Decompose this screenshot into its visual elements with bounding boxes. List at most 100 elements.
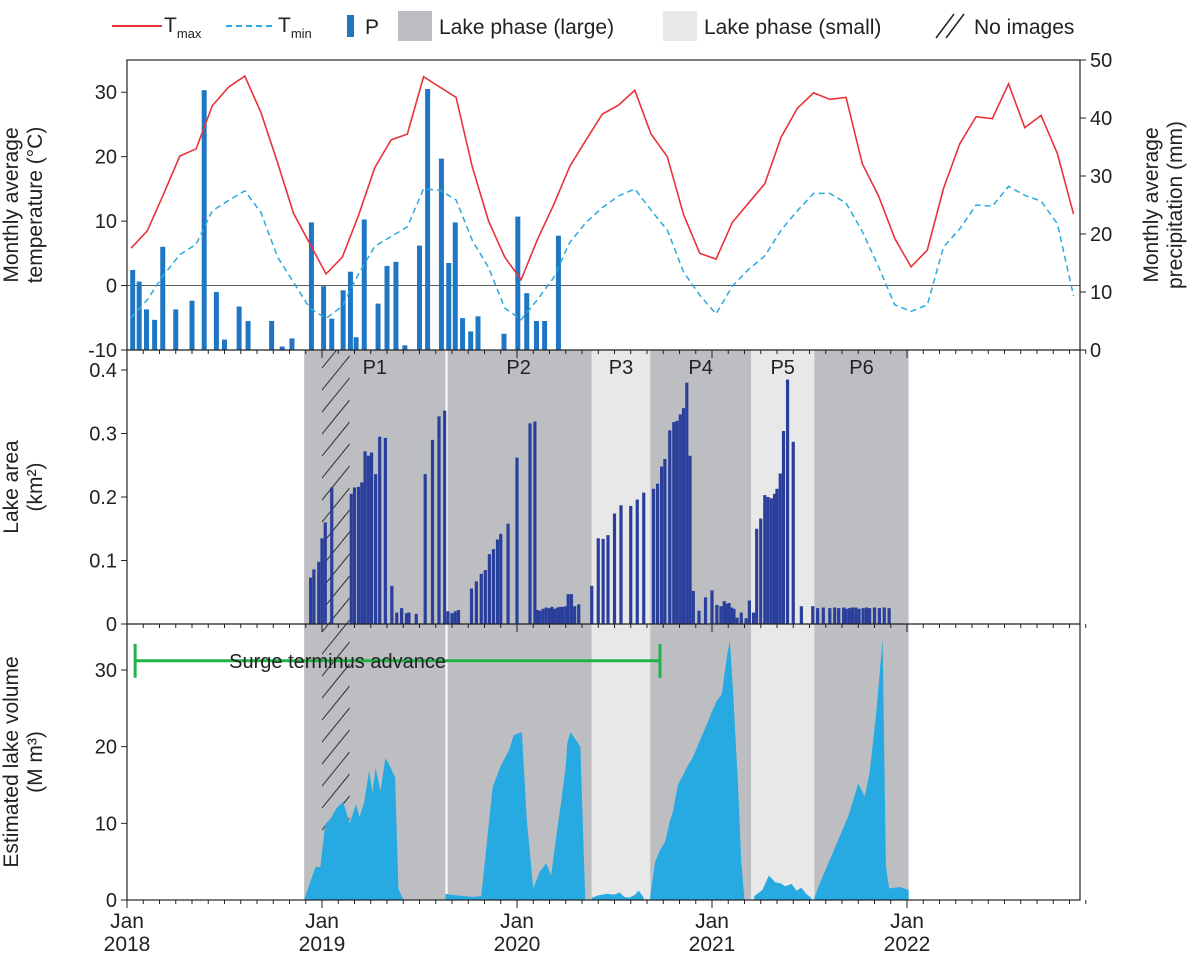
lake-area-bar	[722, 601, 726, 624]
lake-area-bar	[317, 561, 321, 624]
lake-area-bar	[390, 585, 394, 624]
precip-bar	[425, 89, 431, 350]
area-y-tick-label: 0	[106, 614, 117, 636]
lake-area-bar	[681, 408, 686, 624]
lake-area-bar	[404, 613, 409, 624]
lake-area-bar	[642, 492, 646, 624]
legend-tmin-label: Tmin	[278, 14, 312, 41]
legend-lake-large-label: Lake phase (large)	[439, 16, 614, 39]
lake-area-bar	[612, 513, 617, 624]
hatch-line	[322, 685, 350, 721]
hatch-line	[322, 663, 350, 699]
lake-area-bar	[577, 604, 581, 624]
precip-bar	[136, 281, 142, 350]
lake-area-bar	[877, 608, 881, 624]
legend-precip-label: P	[365, 16, 379, 39]
lake-area-bar	[443, 410, 447, 624]
hatch-line	[322, 377, 350, 413]
volume-axis-title: Estimated lake volume(M m³)	[0, 656, 47, 867]
lake-area-bar	[729, 607, 734, 624]
lake-area-bar	[781, 430, 786, 624]
vol-y-tick-label: 10	[95, 813, 117, 835]
hatch-line	[322, 597, 350, 633]
volume-area-1	[304, 758, 404, 900]
lake-volume-panel: Surge terminus advance	[133, 639, 909, 900]
lake-area-bar	[366, 455, 370, 624]
lake-area-bar	[541, 608, 545, 624]
lake-area-bar	[566, 594, 570, 624]
lake-area-bar	[564, 606, 568, 624]
precip-y-tick-label: 40	[1090, 108, 1112, 130]
lake-area-bar	[629, 505, 633, 624]
lake-area-bar	[407, 612, 411, 624]
lake-area-bar	[791, 441, 795, 624]
precip-bar	[245, 321, 251, 350]
x-tick-year: 2018	[104, 933, 151, 956]
lake-area-bar	[775, 488, 779, 624]
temperature-panel	[127, 74, 1080, 350]
volume-area-2	[445, 732, 586, 900]
temp-y-tick-label: 10	[95, 211, 117, 233]
lake-area-bar	[606, 535, 610, 624]
lake-area-bar	[844, 608, 848, 624]
precip-bar	[160, 246, 166, 350]
lake-area-bar	[660, 466, 664, 624]
lake-area-bar	[678, 414, 682, 624]
legend: Tmax Tmin P Lake phase (large) Lake phas…	[112, 11, 1074, 41]
lake-area-bar	[727, 603, 731, 624]
precip-bar	[475, 316, 481, 350]
lake-area-bar	[872, 607, 877, 624]
precip-bar	[534, 321, 539, 350]
lake-area-bar	[719, 606, 723, 624]
lake-area-bar	[668, 430, 672, 624]
lake-area-bar	[528, 423, 532, 624]
lake-area-bar	[697, 610, 701, 624]
lake-area-bar	[837, 608, 841, 624]
lake-area-bar	[772, 493, 777, 624]
lake-area-bar	[323, 522, 327, 624]
area-y-tick-label: 0.1	[89, 551, 117, 573]
phase-label-p2: P2	[506, 357, 530, 379]
precip-bar	[353, 337, 359, 350]
lake-area-bar	[487, 554, 491, 624]
lake-area-bar	[569, 594, 574, 624]
hatch-line	[322, 355, 350, 391]
precip-bar	[222, 339, 227, 350]
x-tick-month: Jan	[890, 910, 924, 933]
plot-frame	[126, 59, 1081, 901]
hatch-line	[322, 729, 350, 765]
lake-area-bar	[778, 473, 782, 624]
lake-area-bar	[675, 420, 679, 624]
lake-area-bar	[732, 608, 736, 624]
lake-area-bar	[715, 604, 719, 624]
lake-area-bar	[739, 612, 743, 624]
lake-area-bar	[573, 606, 577, 624]
hatch-line	[322, 641, 350, 677]
hatch-line	[322, 619, 350, 655]
precip-bar	[501, 333, 507, 350]
lake-area-bar	[857, 608, 861, 624]
lake-area-bar	[747, 600, 751, 624]
vol-y-tick-label: 30	[95, 660, 117, 682]
precip-bar	[468, 331, 474, 350]
precip-bar	[340, 290, 346, 350]
lake-area-bar	[469, 588, 474, 624]
legend-tmax-label: Tmax	[164, 14, 202, 41]
phase-label-p3: P3	[609, 357, 633, 379]
vol-y-tick-label: 20	[95, 737, 117, 759]
phase-label-p6: P6	[849, 357, 873, 379]
lake-area-bar	[552, 608, 556, 624]
tmax-line	[130, 74, 1075, 282]
phase-band-p3	[591, 350, 651, 900]
legend-no-images-label: No images	[974, 16, 1074, 39]
lake-area-bar	[450, 613, 454, 624]
legend-no-images-swatch	[935, 13, 965, 39]
precip-y-tick-label: 0	[1090, 340, 1101, 362]
lake-area-bar	[558, 606, 562, 624]
precip-bar	[361, 219, 367, 350]
lake-area-bar	[691, 590, 695, 624]
volume-area-6	[814, 639, 909, 900]
hatch-line	[322, 421, 350, 457]
lake-area-bar	[453, 611, 457, 624]
precip-bar	[201, 90, 207, 350]
